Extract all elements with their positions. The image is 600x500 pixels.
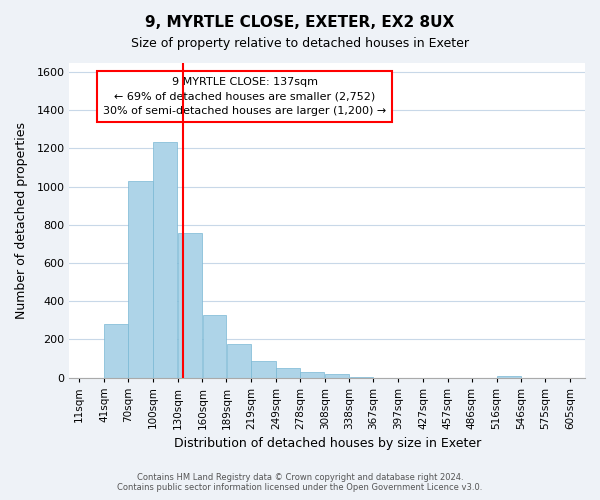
Bar xyxy=(350,376,373,378)
Text: Size of property relative to detached houses in Exeter: Size of property relative to detached ho… xyxy=(131,38,469,51)
Text: 9, MYRTLE CLOSE, EXETER, EX2 8UX: 9, MYRTLE CLOSE, EXETER, EX2 8UX xyxy=(145,15,455,30)
Bar xyxy=(104,324,128,378)
Bar xyxy=(227,344,251,378)
Text: Contains HM Land Registry data © Crown copyright and database right 2024.
Contai: Contains HM Land Registry data © Crown c… xyxy=(118,473,482,492)
Bar xyxy=(203,314,226,378)
Y-axis label: Number of detached properties: Number of detached properties xyxy=(15,122,28,318)
Bar xyxy=(276,368,299,378)
Bar xyxy=(251,362,276,378)
Bar xyxy=(178,234,202,378)
X-axis label: Distribution of detached houses by size in Exeter: Distribution of detached houses by size … xyxy=(173,437,481,450)
Bar xyxy=(300,372,325,378)
Bar xyxy=(128,181,152,378)
Bar xyxy=(325,374,349,378)
Bar xyxy=(153,142,178,378)
Bar xyxy=(497,376,521,378)
Text: 9 MYRTLE CLOSE: 137sqm
← 69% of detached houses are smaller (2,752)
30% of semi-: 9 MYRTLE CLOSE: 137sqm ← 69% of detached… xyxy=(103,76,386,116)
